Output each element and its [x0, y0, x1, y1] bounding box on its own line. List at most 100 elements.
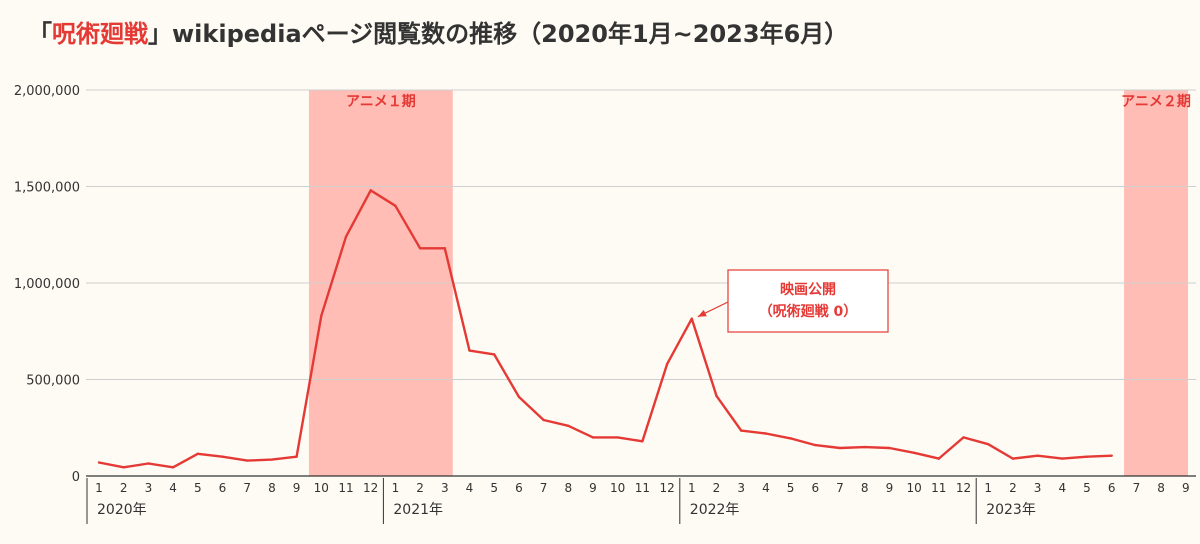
x-tick-label: 5 [1083, 481, 1091, 495]
x-tick-label: 8 [564, 481, 572, 495]
x-tick-label: 4 [466, 481, 474, 495]
year-label: 2021年 [393, 502, 443, 518]
x-tick-label: 12 [659, 481, 674, 495]
y-tick-label: 1,000,000 [14, 277, 80, 292]
data-point [1110, 454, 1113, 457]
x-tick-label: 5 [194, 481, 202, 495]
data-point [764, 432, 768, 435]
annotation-text: 映画公開 [780, 282, 836, 298]
x-tick-label: 3 [441, 481, 449, 495]
x-tick-label: 5 [490, 481, 498, 495]
x-tick-label: 4 [762, 481, 770, 495]
year-label: 2020年 [97, 502, 147, 518]
x-tick-label: 3 [1034, 481, 1042, 495]
y-tick-label: 1,500,000 [14, 181, 80, 196]
x-tick-label: 7 [243, 481, 251, 495]
data-point [468, 349, 471, 352]
x-tick-label: 2 [1009, 481, 1017, 495]
data-point [616, 436, 619, 439]
data-point [1061, 457, 1064, 460]
data-point [122, 466, 125, 469]
data-point [196, 452, 199, 456]
data-point [443, 247, 446, 250]
year-label: 2022年 [690, 502, 740, 518]
data-point [221, 455, 224, 458]
data-point [937, 457, 940, 460]
x-tick-label: 5 [787, 481, 795, 495]
title-rest: wikipediaページ閲覧数の推移（2020年1月~2023年6月） [172, 20, 849, 48]
data-point [863, 445, 866, 449]
title-close-bracket: 」 [148, 20, 172, 48]
data-point [344, 235, 348, 238]
chart-title: 「呪術廻戦」wikipediaページ閲覧数の推移（2020年1月~2023年6月… [28, 14, 848, 49]
data-point [246, 459, 249, 462]
x-tick-label: 2 [416, 481, 424, 495]
x-tick-label: 4 [1058, 481, 1066, 495]
x-tick-label: 12 [363, 481, 378, 495]
annotation-box [727, 269, 889, 333]
x-tick-label: 4 [169, 481, 177, 495]
data-point [542, 418, 545, 422]
x-tick-label: 10 [314, 481, 329, 495]
x-tick-label: 3 [145, 481, 153, 495]
data-point [418, 247, 422, 250]
x-tick-label: 2 [120, 481, 128, 495]
annotation-arrowhead [697, 309, 707, 317]
data-point [690, 317, 693, 320]
data-point [517, 395, 521, 399]
x-tick-label: 6 [219, 481, 227, 495]
x-tick-label: 10 [610, 481, 625, 495]
shaded-region-label: アニメ１期 [346, 94, 416, 110]
x-tick-label: 11 [338, 481, 353, 495]
data-point [1085, 455, 1089, 458]
data-point [295, 455, 298, 458]
y-tick-label: 500,000 [26, 374, 80, 389]
title-open-bracket: 「 [28, 20, 52, 48]
data-point [270, 458, 274, 461]
data-point [912, 451, 916, 455]
data-point [1011, 457, 1015, 460]
data-point [320, 314, 323, 318]
x-tick-label: 7 [540, 481, 548, 495]
data-point [888, 446, 891, 450]
data-point [641, 440, 644, 443]
x-tick-label: 7 [836, 481, 844, 495]
y-tick-label: 2,000,000 [14, 84, 80, 99]
y-tick-label: 0 [72, 470, 80, 485]
x-tick-label: 10 [906, 481, 921, 495]
data-point [171, 466, 175, 469]
data-point [838, 446, 842, 450]
data-point [715, 394, 718, 398]
x-tick-label: 11 [931, 481, 946, 495]
x-tick-label: 2 [713, 481, 721, 495]
data-point [1036, 454, 1039, 457]
x-tick-label: 9 [589, 481, 597, 495]
data-point [97, 461, 101, 464]
x-tick-label: 8 [268, 481, 276, 495]
series-line [98, 189, 1112, 469]
data-point [147, 462, 150, 465]
x-tick-label: 9 [293, 481, 301, 495]
x-tick-label: 1 [688, 481, 696, 495]
x-tick-label: 6 [515, 481, 523, 495]
x-tick-label: 1 [95, 481, 103, 495]
data-point [789, 437, 792, 440]
x-tick-label: 9 [886, 481, 894, 495]
x-tick-label: 3 [737, 481, 745, 495]
data-point [814, 443, 817, 447]
data-point [591, 436, 595, 439]
data-point [665, 362, 669, 366]
data-point [394, 204, 397, 207]
x-tick-label: 9 [1182, 481, 1190, 495]
x-tick-label: 8 [1157, 481, 1165, 495]
annotation-text: （呪術廻戦 0） [759, 303, 858, 320]
x-tick-label: 6 [811, 481, 819, 495]
x-tick-label: 11 [635, 481, 650, 495]
data-point [567, 424, 570, 428]
x-tick-label: 7 [1133, 481, 1141, 495]
data-point [962, 436, 965, 439]
title-highlight: 呪術廻戦 [52, 20, 148, 48]
year-label: 2023年 [986, 502, 1036, 518]
shaded-region-label: アニメ２期 [1121, 94, 1191, 110]
